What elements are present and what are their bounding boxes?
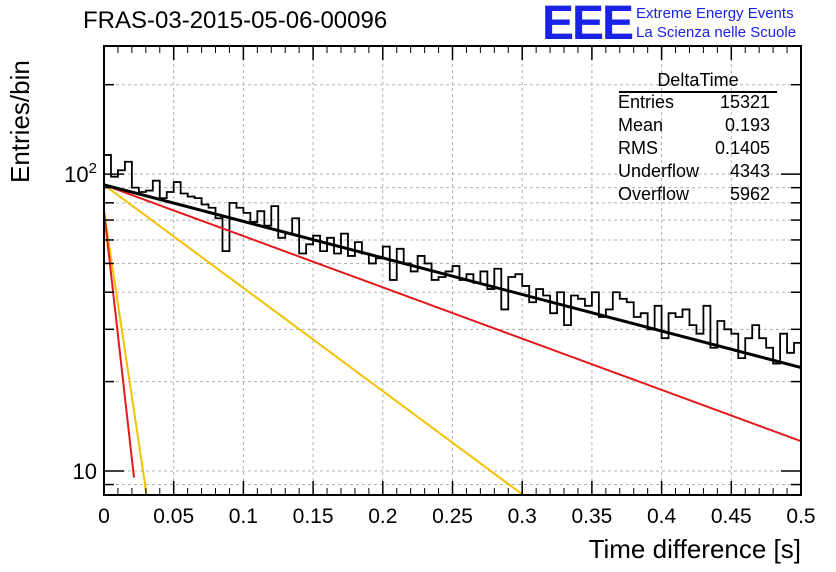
histogram-line — [104, 154, 801, 495]
x-tick-label: 0.15 — [293, 505, 334, 528]
red-fit-line — [104, 211, 135, 478]
stats-box: DeltaTime Entries 15321 Mean 0.193 RMS 0… — [609, 69, 779, 206]
y-axis-label: Entries/bin — [5, 60, 35, 183]
stats-value: 5962 — [729, 184, 770, 204]
eee-logo: EEE — [542, 0, 634, 50]
stats-label: Overflow — [618, 184, 690, 204]
stats-value: 4343 — [729, 161, 770, 181]
chart-title: FRAS-03-2015-05-06-00096 — [83, 7, 388, 34]
y-tick-label: 10 — [73, 459, 97, 484]
x-tick-label: 0.5 — [786, 505, 815, 528]
axis-ticks — [103, 46, 802, 495]
stats-label: RMS — [618, 138, 658, 158]
plot-area — [104, 154, 801, 495]
stats-label: Underflow — [618, 161, 700, 181]
stats-row-rms: RMS 0.1405 — [609, 137, 779, 160]
yellow-fit-line — [104, 184, 523, 495]
stats-value: 0.1405 — [714, 138, 770, 158]
x-tick-label: 0.3 — [508, 505, 537, 528]
stats-label: Mean — [618, 115, 664, 135]
logo-line-2: La Scienza nelle Scuole — [636, 24, 797, 41]
x-tick-label: 0 — [98, 505, 110, 528]
tick-labels: 0 0.05 0.1 0.15 0.2 0.25 0.3 0.35 0.4 0.45 0.5 10 10… — [64, 160, 815, 528]
x-tick-label: 0.25 — [432, 505, 473, 528]
x-tick-label: 0.4 — [647, 505, 677, 528]
stats-row-mean: Mean 0.193 — [609, 114, 779, 137]
x-axis-label: Time difference [s] — [588, 534, 801, 564]
x-tick-label: 0.2 — [368, 505, 397, 528]
red-fit-line — [104, 183, 801, 443]
stats-value: 15321 — [719, 92, 770, 112]
stats-divider — [619, 91, 777, 93]
yellow-fit-line — [104, 211, 148, 495]
y-tick-label: 102 — [64, 160, 97, 187]
stats-value: 0.193 — [724, 115, 770, 135]
stats-row-underflow: Underflow 4343 — [609, 160, 779, 183]
x-tick-label: 0.05 — [153, 505, 194, 528]
stats-row-overflow: Overflow 5962 — [609, 183, 779, 206]
x-tick-label: 0.35 — [571, 505, 612, 528]
logo-line-1: Extreme Energy Events — [636, 5, 794, 22]
x-tick-label: 0.1 — [229, 505, 258, 528]
stats-row-entries: Entries 15321 — [609, 91, 779, 114]
stats-title: DeltaTime — [657, 70, 739, 90]
x-tick-label: 0.45 — [711, 505, 752, 528]
fit-total-line — [104, 183, 801, 370]
stats-label: Entries — [618, 92, 675, 112]
grid — [104, 46, 801, 495]
